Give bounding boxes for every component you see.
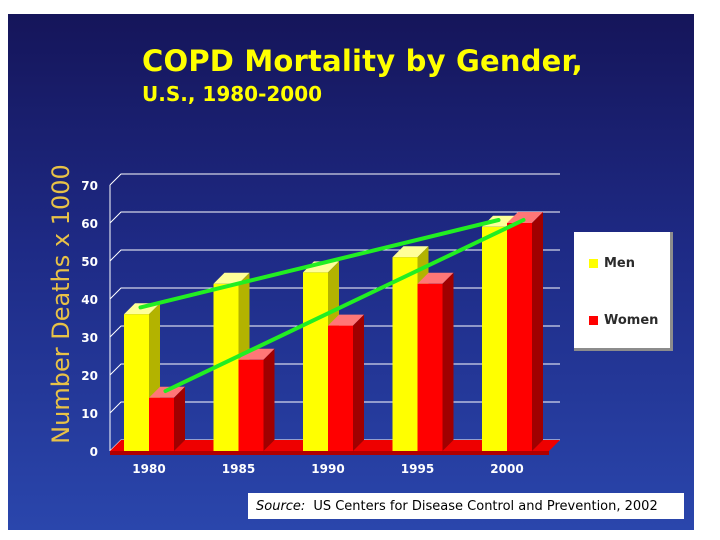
bar-side-women-1990 — [353, 314, 364, 451]
bar-women-1990 — [328, 325, 353, 451]
bar-side-women-2000 — [532, 212, 543, 451]
source-note: Source: US Centers for Disease Control a… — [248, 493, 684, 519]
bar-men-1995 — [392, 257, 418, 451]
bar-men-1990 — [303, 272, 328, 451]
legend: Men Women — [574, 232, 673, 351]
chart-floor-front — [110, 451, 549, 455]
bar-women-2000 — [507, 223, 532, 451]
bar-men-2000 — [482, 226, 507, 451]
bars-layer — [124, 212, 543, 451]
legend-item-women: Women — [589, 313, 658, 328]
bar-top-men-1995 — [392, 246, 429, 258]
bar-women-1980 — [149, 397, 174, 451]
y-tick-label: 0 — [90, 445, 98, 459]
bar-top-women-2000 — [507, 212, 543, 223]
trend-layer — [138, 218, 526, 393]
trend-line-women — [163, 218, 526, 393]
y-tick-label: 30 — [81, 331, 98, 345]
bar-top-women-1990 — [328, 314, 364, 326]
bar-women-1995 — [417, 283, 443, 451]
x-tick-label: 1980 — [132, 462, 165, 476]
trend-line-men — [138, 218, 501, 310]
chart-subtitle: U.S., 1980-2000 — [142, 82, 323, 106]
legend-label-women: Women — [604, 313, 659, 328]
tick-labels: 0 10 20 30 40 50 60 70 1980 1985 1990 1995 2000 — [81, 179, 523, 476]
legend-label-men: Men — [604, 256, 636, 271]
bar-top-women-1995 — [417, 272, 454, 284]
legend-item-men: Men — [589, 256, 635, 271]
x-tick-label: 1990 — [311, 462, 344, 476]
y-tick-label: 70 — [81, 179, 98, 193]
bar-women-1985 — [238, 359, 264, 451]
y-tick-label: 10 — [81, 407, 98, 421]
chart-title: COPD Mortality by Gender, — [142, 44, 583, 78]
y-tick-label: 50 — [81, 255, 98, 269]
y-tick-label: 60 — [81, 217, 98, 231]
gridline-70 — [109, 173, 560, 186]
bar-men-1980 — [124, 314, 149, 451]
source-label: Source: — [256, 498, 306, 514]
y-tick-label: 20 — [81, 369, 98, 383]
x-tick-label: 2000 — [490, 462, 523, 476]
y-tick-label: 40 — [81, 293, 98, 307]
source-text: US Centers for Disease Control and Preve… — [313, 498, 658, 514]
legend-swatch-men — [589, 259, 598, 268]
legend-swatch-women — [589, 316, 598, 325]
bar-side-women-1980 — [174, 386, 185, 451]
bar-side-women-1985 — [263, 348, 275, 451]
x-tick-label: 1985 — [222, 462, 255, 476]
bar-side-women-1995 — [442, 272, 454, 451]
x-tick-label: 1995 — [401, 462, 434, 476]
gridline-60 — [109, 211, 560, 224]
